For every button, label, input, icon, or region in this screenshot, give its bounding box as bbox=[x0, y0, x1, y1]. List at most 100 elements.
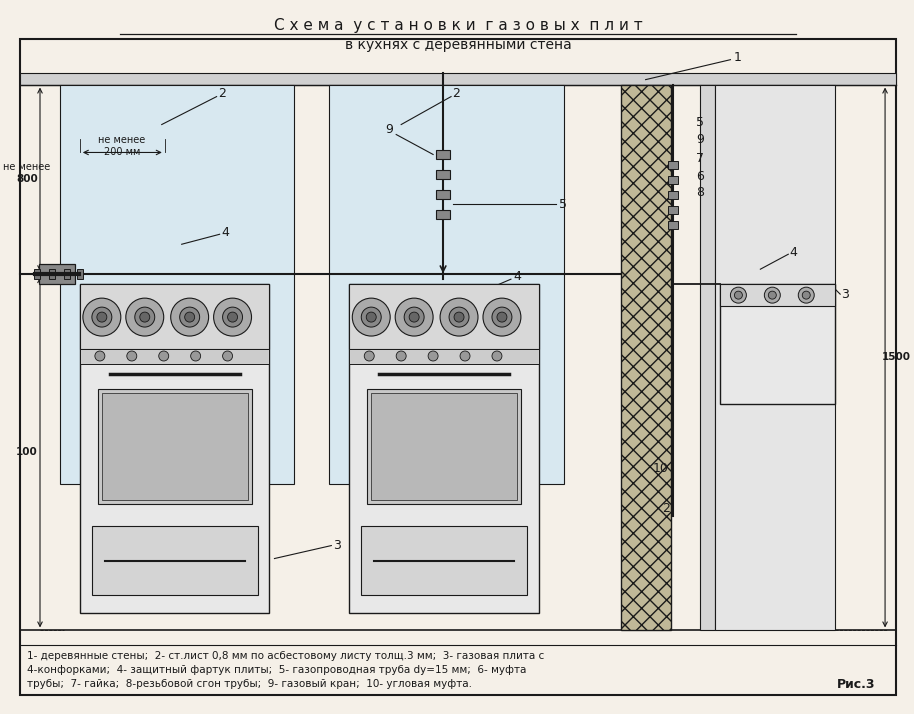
Circle shape bbox=[454, 312, 464, 322]
Text: 200 мм: 200 мм bbox=[103, 148, 140, 158]
Circle shape bbox=[185, 312, 195, 322]
Text: 4: 4 bbox=[221, 226, 229, 238]
Circle shape bbox=[95, 351, 105, 361]
Circle shape bbox=[483, 298, 521, 336]
Circle shape bbox=[126, 298, 164, 336]
Bar bbox=[361, 526, 526, 595]
Circle shape bbox=[367, 312, 377, 322]
Bar bbox=[77, 269, 83, 279]
Bar bbox=[92, 526, 258, 595]
Bar bbox=[667, 221, 677, 229]
Bar bbox=[621, 85, 671, 630]
Bar bbox=[349, 284, 539, 613]
Bar bbox=[349, 349, 539, 364]
Text: 2: 2 bbox=[662, 502, 670, 516]
Circle shape bbox=[449, 307, 469, 327]
Circle shape bbox=[92, 307, 112, 327]
Bar bbox=[667, 206, 677, 214]
Circle shape bbox=[83, 298, 121, 336]
Bar bbox=[716, 85, 835, 630]
Text: 6: 6 bbox=[696, 170, 705, 183]
Bar bbox=[39, 264, 75, 284]
Bar bbox=[80, 349, 270, 364]
Bar bbox=[98, 389, 251, 503]
Text: 1- деревянные стены;  2- ст.лист 0,8 мм по асбестовому листу толщ.3 мм;  3- газо: 1- деревянные стены; 2- ст.лист 0,8 мм п… bbox=[27, 651, 544, 661]
Bar bbox=[80, 284, 270, 613]
Bar bbox=[101, 393, 248, 500]
Bar bbox=[436, 191, 450, 199]
Bar bbox=[436, 151, 450, 159]
Text: 9: 9 bbox=[386, 123, 393, 136]
Circle shape bbox=[395, 298, 433, 336]
Circle shape bbox=[730, 287, 747, 303]
Text: 4-конфорками;  4- защитный фартук плиты;  5- газопроводная труба dy=15 мм;  6- м: 4-конфорками; 4- защитный фартук плиты; … bbox=[27, 665, 526, 675]
Circle shape bbox=[428, 351, 438, 361]
Circle shape bbox=[492, 351, 502, 361]
Bar bbox=[667, 191, 677, 199]
Text: 10: 10 bbox=[653, 462, 668, 476]
Text: 7: 7 bbox=[696, 152, 705, 165]
Circle shape bbox=[134, 307, 154, 327]
Bar bbox=[436, 171, 450, 179]
Text: 2: 2 bbox=[218, 87, 226, 100]
Circle shape bbox=[440, 298, 478, 336]
Text: 2: 2 bbox=[452, 87, 460, 100]
Circle shape bbox=[223, 307, 242, 327]
Circle shape bbox=[352, 298, 390, 336]
Circle shape bbox=[97, 312, 107, 322]
Circle shape bbox=[228, 312, 238, 322]
Text: 4: 4 bbox=[513, 270, 521, 283]
Text: 100: 100 bbox=[16, 447, 37, 457]
Text: 1500: 1500 bbox=[881, 353, 910, 363]
Text: трубы;  7- гайка;  8-резьбовой сгон трубы;  9- газовый кран;  10- угловая муфта.: трубы; 7- гайка; 8-резьбовой сгон трубы;… bbox=[27, 679, 472, 689]
Circle shape bbox=[396, 351, 406, 361]
Circle shape bbox=[191, 351, 201, 361]
Circle shape bbox=[497, 312, 507, 322]
Text: 800: 800 bbox=[16, 174, 37, 184]
Bar bbox=[60, 85, 294, 483]
Text: 6: 6 bbox=[103, 290, 111, 303]
Bar bbox=[720, 284, 835, 404]
Circle shape bbox=[802, 291, 810, 299]
Text: не менее: не менее bbox=[98, 136, 145, 146]
Circle shape bbox=[735, 291, 742, 299]
Circle shape bbox=[409, 312, 420, 322]
Text: 1: 1 bbox=[733, 51, 741, 64]
Text: 5: 5 bbox=[558, 198, 567, 211]
Circle shape bbox=[140, 312, 150, 322]
Circle shape bbox=[159, 351, 169, 361]
Bar bbox=[80, 284, 270, 349]
Text: 3: 3 bbox=[841, 288, 849, 301]
Bar bbox=[34, 269, 40, 279]
Circle shape bbox=[180, 307, 199, 327]
Circle shape bbox=[764, 287, 781, 303]
Text: 3: 3 bbox=[334, 539, 341, 552]
Text: 9: 9 bbox=[696, 133, 705, 146]
Circle shape bbox=[171, 298, 208, 336]
Bar bbox=[49, 269, 55, 279]
Circle shape bbox=[127, 351, 137, 361]
Bar bbox=[349, 284, 539, 349]
Circle shape bbox=[365, 351, 374, 361]
Circle shape bbox=[492, 307, 512, 327]
Bar bbox=[720, 284, 835, 306]
Circle shape bbox=[769, 291, 776, 299]
Circle shape bbox=[460, 351, 470, 361]
Bar bbox=[64, 269, 70, 279]
Circle shape bbox=[798, 287, 814, 303]
Circle shape bbox=[404, 307, 424, 327]
Circle shape bbox=[223, 351, 232, 361]
Circle shape bbox=[361, 307, 381, 327]
Text: 5: 5 bbox=[696, 116, 705, 129]
Bar bbox=[20, 73, 896, 85]
Bar bbox=[667, 176, 677, 184]
Bar bbox=[667, 161, 677, 169]
Text: 9: 9 bbox=[103, 313, 111, 326]
Text: не менее: не менее bbox=[4, 162, 50, 173]
Bar bbox=[700, 85, 716, 630]
Bar bbox=[329, 85, 564, 483]
Text: в кухнях с деревянными стена: в кухнях с деревянными стена bbox=[345, 38, 571, 51]
Bar bbox=[436, 211, 450, 219]
Bar bbox=[371, 393, 517, 500]
Text: С х е м а  у с т а н о в к и  г а з о в ы х  п л и т: С х е м а у с т а н о в к и г а з о в ы … bbox=[273, 19, 643, 34]
